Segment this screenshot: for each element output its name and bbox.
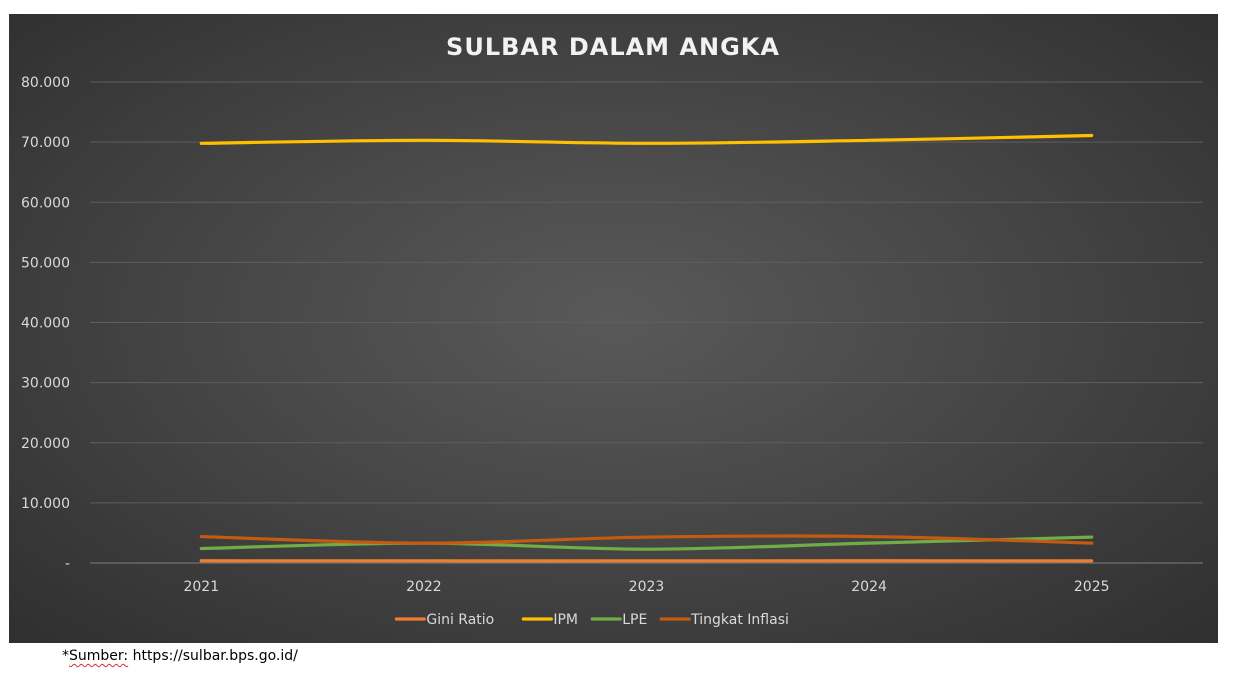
legend-item: Tingkat Inflasi xyxy=(659,612,789,628)
y-tick-label: 10.000 xyxy=(21,496,70,512)
series-line-ipm xyxy=(199,133,1094,145)
y-tick-label: 60.000 xyxy=(21,195,70,211)
x-tick-label: 2022 xyxy=(406,579,442,595)
gridlines xyxy=(90,81,1203,564)
footnote-prefix: * xyxy=(62,648,69,664)
line-chart: SULBAR DALAM ANGKA - 10.000 20.000 30.000 40… xyxy=(21,33,1203,628)
footnote-label: Sumber: xyxy=(69,648,129,664)
series-line-lpe xyxy=(199,535,1094,551)
x-tick-label: 2025 xyxy=(1074,579,1110,595)
legend: Gini Ratio IPM LPE Tingkat Inflasi xyxy=(394,612,789,628)
legend-item: IPM xyxy=(521,612,578,628)
y-axis-ticks: - 10.000 20.000 30.000 40.000 50.000 60.000 70.… xyxy=(21,75,70,572)
y-tick-label: 30.000 xyxy=(21,376,70,392)
y-tick-label: 50.000 xyxy=(21,255,70,271)
footnote-url: https://sulbar.bps.go.id/ xyxy=(128,648,298,664)
series-line-tingkat-inflasi xyxy=(199,534,1094,545)
legend-label: IPM xyxy=(553,612,578,628)
series-lines xyxy=(199,133,1094,563)
y-tick-label: 70.000 xyxy=(21,135,70,151)
y-tick-label: 20.000 xyxy=(21,436,70,452)
chart-area: SULBAR DALAM ANGKA - 10.000 20.000 30.000 40… xyxy=(9,14,1218,643)
x-axis-ticks: 2021 2022 2023 2024 2025 xyxy=(183,579,1109,595)
source-footnote: *Sumber: https://sulbar.bps.go.id/ xyxy=(62,648,298,664)
legend-label: Tingkat Inflasi xyxy=(690,612,789,628)
y-tick-label: 40.000 xyxy=(21,316,70,332)
chart-title: SULBAR DALAM ANGKA xyxy=(446,33,780,61)
y-tick-label: 80.000 xyxy=(21,75,70,91)
x-tick-label: 2024 xyxy=(851,579,887,595)
legend-item: Gini Ratio xyxy=(394,612,494,628)
x-tick-label: 2021 xyxy=(183,579,219,595)
y-tick-label: - xyxy=(65,556,70,572)
legend-label: Gini Ratio xyxy=(426,612,494,628)
legend-label: LPE xyxy=(622,612,647,628)
x-tick-label: 2023 xyxy=(629,579,665,595)
legend-item: LPE xyxy=(590,612,647,628)
